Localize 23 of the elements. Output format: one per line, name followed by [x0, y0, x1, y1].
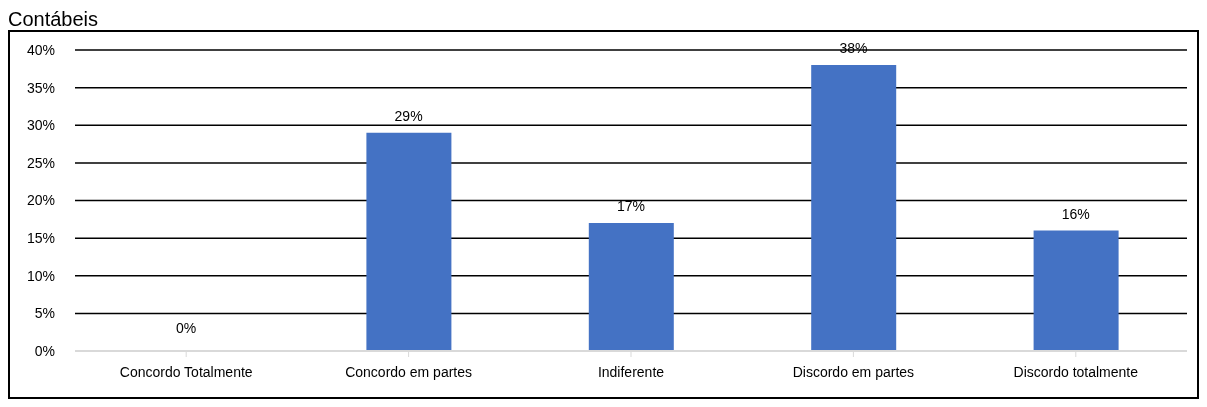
y-tick-label: 30%: [26, 117, 55, 134]
y-tick-label: 10%: [26, 267, 55, 284]
bar: [588, 223, 674, 351]
y-tick-label: 25%: [26, 154, 55, 171]
x-tick-label: Discordo em partes: [792, 363, 915, 380]
x-tick-label: Indiferente: [597, 363, 665, 380]
data-label: 29%: [394, 107, 423, 124]
x-tick-label: Concordo em partes: [345, 363, 473, 380]
x-tick-label: Concordo Totalmente: [119, 363, 253, 380]
y-tick-label: 0%: [34, 342, 55, 359]
bar: [1033, 230, 1119, 351]
data-label: 0%: [176, 320, 197, 336]
y-tick-label: 35%: [26, 79, 55, 96]
chart-title: Contábeis: [8, 8, 100, 30]
y-tick-label: 20%: [26, 192, 55, 209]
y-tick-label: 15%: [26, 230, 55, 247]
data-label: 17%: [616, 198, 646, 215]
bar: [811, 65, 897, 351]
y-tick-label: 5%: [34, 305, 55, 322]
data-label: 16%: [1061, 205, 1090, 222]
bar: [366, 132, 452, 351]
x-tick-label: Discordo totalmente: [1013, 363, 1139, 380]
y-tick-label: 40%: [26, 41, 55, 58]
